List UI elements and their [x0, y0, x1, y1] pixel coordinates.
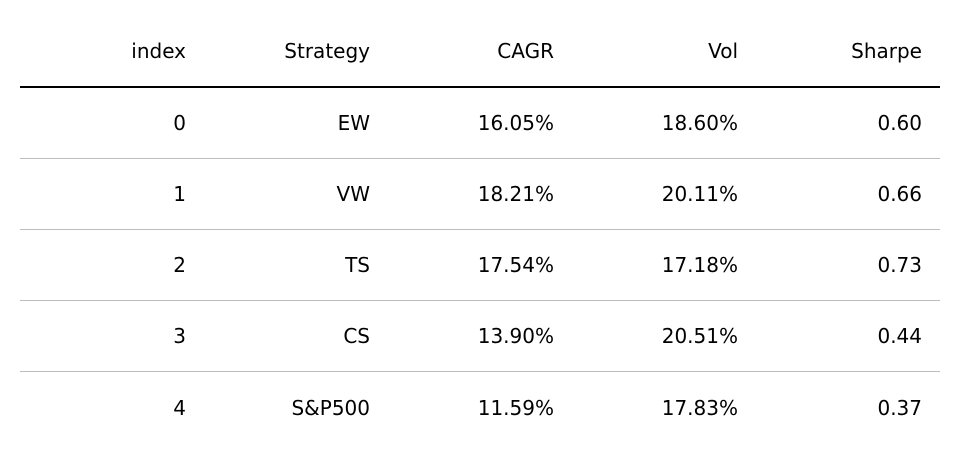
table-cell-index: 3	[173, 324, 186, 348]
results-table: index Strategy CAGR Vol Sharpe 0 EW 16.05% 18.60…	[20, 16, 940, 443]
table-cell-sharpe: 0.73	[877, 253, 922, 277]
column-header-index: index	[131, 39, 186, 63]
table-cell-sharpe: 0.66	[877, 182, 922, 206]
table-cell-cagr: 17.54%	[477, 253, 554, 277]
table-row: 1 VW 18.21% 20.11% 0.66	[20, 159, 940, 230]
table-cell-cagr: 13.90%	[477, 324, 554, 348]
table-cell-index: 0	[173, 111, 186, 135]
table-cell-vol: 20.11%	[661, 182, 738, 206]
table-row: 4 S&P500 11.59% 17.83% 0.37	[20, 372, 940, 443]
table-cell-vol: 18.60%	[661, 111, 738, 135]
column-header-strategy: Strategy	[284, 39, 370, 63]
table-cell-cagr: 16.05%	[477, 111, 554, 135]
table-cell-index: 4	[173, 395, 186, 420]
table-cell-cagr: 11.59%	[477, 395, 554, 420]
table-cell-vol: 17.18%	[661, 253, 738, 277]
table-cell-strategy: TS	[345, 253, 370, 277]
table-row: 3 CS 13.90% 20.51% 0.44	[20, 301, 940, 372]
table-cell-strategy: EW	[337, 111, 370, 135]
table-cell-cagr: 18.21%	[477, 182, 554, 206]
table-cell-strategy: CS	[343, 324, 370, 348]
table-cell-sharpe: 0.44	[877, 324, 922, 348]
table-header-row: index Strategy CAGR Vol Sharpe	[20, 16, 940, 88]
table-cell-index: 1	[173, 182, 186, 206]
table-row: 2 TS 17.54% 17.18% 0.73	[20, 230, 940, 301]
table-cell-strategy: S&P500	[291, 395, 370, 420]
table-cell-sharpe: 0.37	[877, 395, 922, 420]
table-row: 0 EW 16.05% 18.60% 0.60	[20, 88, 940, 159]
table-cell-index: 2	[173, 253, 186, 277]
table-cell-sharpe: 0.60	[877, 111, 922, 135]
column-header-vol: Vol	[708, 39, 738, 63]
table-cell-strategy: VW	[336, 182, 370, 206]
table-cell-vol: 17.83%	[661, 395, 738, 420]
column-header-cagr: CAGR	[497, 39, 554, 63]
column-header-sharpe: Sharpe	[851, 39, 922, 63]
table-cell-vol: 20.51%	[661, 324, 738, 348]
